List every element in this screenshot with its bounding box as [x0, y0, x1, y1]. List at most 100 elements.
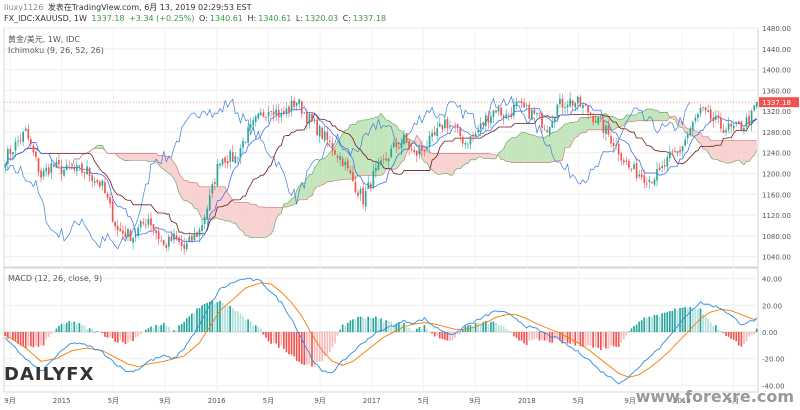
series-legend[interactable]: 黄金/美元, 1W, IDC — [8, 35, 80, 44]
macd-hist-bar — [571, 332, 574, 344]
cloud-bear-segment — [184, 180, 187, 201]
candle-up — [201, 224, 203, 231]
macd-hist-bar — [525, 332, 528, 346]
candle-up — [267, 111, 270, 117]
macd-legend[interactable]: MACD (12, 26, close, 9) — [8, 274, 103, 283]
price-y-tick-label: 1320.00 — [762, 108, 791, 116]
candle-down — [584, 104, 587, 106]
username[interactable]: liuxy1126 — [4, 3, 44, 12]
x-tick-label: 2016 — [208, 397, 226, 405]
price-y-tick-label: 1120.00 — [762, 212, 791, 220]
x-tick-label: 5月 — [728, 397, 739, 405]
macd-hist-bar — [543, 332, 546, 341]
candle-down — [712, 117, 715, 122]
macd-hist-bar — [50, 332, 53, 335]
macd-hist-bar — [300, 332, 303, 365]
ichimoku-legend[interactable]: Ichimoku (9, 26, 52, 26) — [8, 46, 104, 55]
macd-hist-bar — [737, 332, 740, 346]
macd-hist-bar — [283, 332, 285, 349]
macd-hist-bar — [111, 332, 114, 339]
candle-down — [720, 118, 722, 129]
cloud-bear-segment — [736, 140, 739, 161]
candle-up — [254, 116, 257, 122]
macd-hist-bar — [433, 332, 436, 337]
candle-up — [515, 101, 518, 106]
candle-down — [679, 149, 681, 153]
candle-down — [224, 157, 226, 163]
x-tick-label: 2019 — [673, 397, 691, 405]
candle-down — [88, 167, 91, 176]
cloud-bull-segment — [99, 145, 103, 149]
macd-signal-line — [5, 282, 757, 378]
candle-down — [663, 165, 666, 167]
candle-up — [390, 148, 393, 158]
cloud-bear-segment — [189, 182, 192, 204]
macd-hist-bar — [431, 332, 433, 334]
macd-hist-bar — [602, 332, 605, 347]
macd-hist-bar — [247, 319, 249, 332]
macd-hist-bar — [502, 326, 505, 332]
price-y-tick-label: 1160.00 — [762, 191, 791, 199]
candle-down — [528, 104, 531, 119]
macd-hist-bar — [267, 332, 270, 342]
price-y-tick-label: 1480.00 — [762, 25, 791, 33]
cloud-bear-segment — [258, 206, 261, 238]
macd-hist-bar — [709, 322, 712, 332]
macd-hist-bar — [160, 325, 163, 332]
candle-up — [188, 236, 191, 242]
macd-hist-bar — [30, 332, 32, 347]
macd-hist-bar — [139, 332, 142, 335]
candle-up — [492, 110, 495, 117]
candle-up — [753, 105, 755, 111]
candle-down — [533, 109, 536, 114]
macd-hist-bar — [684, 306, 686, 332]
macd-hist-bar — [390, 321, 393, 332]
cloud-bear-segment — [173, 162, 177, 185]
candle-down — [589, 112, 592, 115]
candle-down — [658, 167, 661, 170]
cloud-bull-segment — [588, 117, 591, 130]
candle-down — [748, 115, 750, 125]
candle-up — [444, 119, 446, 129]
candle-down — [196, 232, 198, 238]
macd-hist-bar — [479, 324, 482, 332]
candle-down — [354, 182, 357, 193]
cloud-bull-segment — [644, 109, 647, 121]
macd-hist-bar — [96, 331, 99, 332]
candle-up — [4, 164, 7, 168]
cloud-bear-segment — [278, 207, 282, 215]
cloud-bull-segment — [521, 132, 525, 163]
symbol-name[interactable]: FX_IDC:XAUUSD, 1W — [4, 14, 87, 23]
candle-up — [260, 112, 262, 116]
candle-down — [27, 128, 30, 139]
candle-up — [564, 106, 566, 109]
cloud-bear-segment — [490, 154, 494, 160]
cloud-bear-segment — [480, 153, 484, 159]
macd-hist-bar — [155, 324, 157, 332]
candle-up — [206, 208, 209, 219]
macd-hist-bar — [313, 332, 316, 367]
cloud-bull-segment — [322, 158, 325, 185]
macd-hist-bar — [436, 332, 439, 336]
candle-down — [300, 101, 303, 114]
cloud-bear-segment — [478, 153, 481, 158]
candle-up — [694, 117, 697, 121]
macd-hist-bar — [392, 324, 395, 332]
ichimoku-cloud — [71, 109, 757, 238]
macd-hist-bar — [456, 332, 459, 335]
macd-y-tick-label: 0.00 — [762, 329, 778, 337]
candle-down — [625, 160, 628, 162]
candle-up — [185, 243, 188, 250]
candle-up — [239, 148, 242, 158]
x-tick-label: 2017 — [363, 397, 381, 405]
cloud-bear-segment — [460, 153, 463, 169]
macd-hist-bar — [559, 332, 561, 341]
macd-hist-bar — [622, 332, 625, 340]
cloud-bull-segment — [352, 124, 356, 179]
candle-down — [81, 163, 83, 173]
macd-hist-bar — [83, 325, 86, 332]
cloud-bull-segment — [580, 117, 583, 134]
macd-hist-bar — [354, 319, 357, 332]
macd-hist-bar — [196, 308, 198, 332]
